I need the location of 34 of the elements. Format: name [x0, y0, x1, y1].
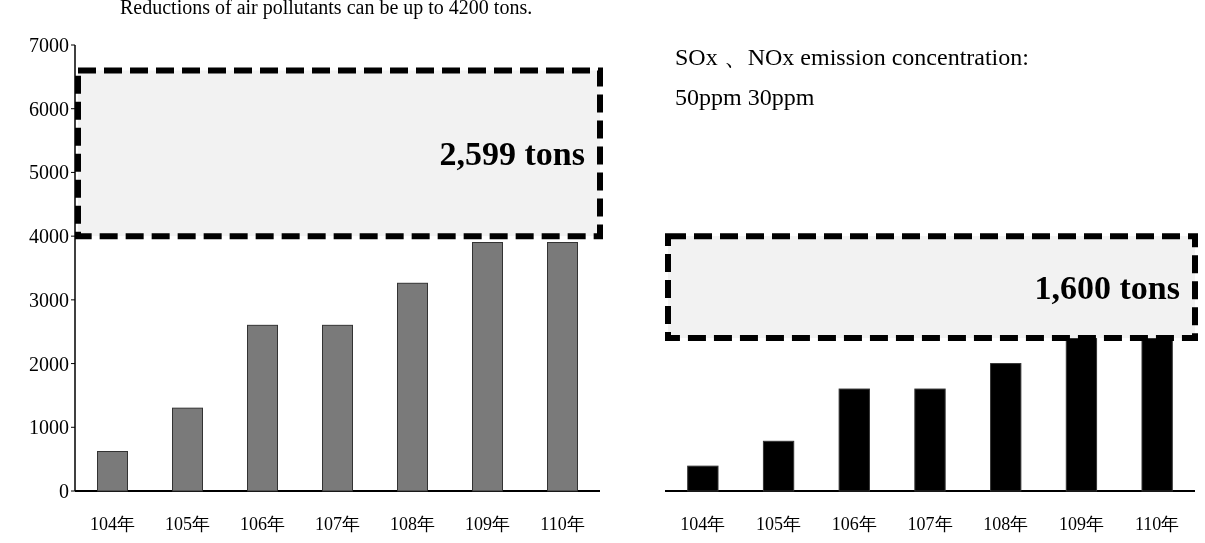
bar	[172, 407, 203, 492]
y-tick-label: 7000	[29, 34, 69, 56]
x-tick-label: 104年	[90, 514, 135, 534]
bar	[397, 282, 428, 492]
x-tick-label: 109年	[1058, 514, 1104, 534]
y-tick-label: 6000	[29, 97, 69, 120]
annotation: 50ppm 30ppm	[675, 84, 815, 110]
bar	[97, 451, 128, 492]
band-label: 1,600 tons	[1034, 269, 1180, 307]
x-tick-label: 106年	[240, 514, 285, 534]
x-tick-label: 105年	[165, 514, 210, 534]
band-label: 2,599 tons	[439, 135, 585, 173]
y-tick-label: 0	[59, 480, 69, 502]
x-tick-label: 107年	[907, 514, 953, 534]
annotation: SOx 、NOx emission concentration:	[675, 44, 1029, 70]
x-tick-label: 107年	[315, 514, 360, 534]
y-tick-label: 5000	[29, 161, 69, 184]
x-tick-label: 106年	[831, 514, 877, 534]
x-tick-label: 105年	[756, 514, 802, 534]
bar	[247, 324, 278, 492]
x-tick-label: 104年	[680, 514, 726, 534]
bar	[547, 242, 578, 492]
y-tick-label: 3000	[29, 288, 69, 311]
x-tick-label: 110年	[1134, 514, 1180, 534]
bar	[472, 242, 503, 492]
y-tick-label: 1000	[29, 416, 69, 439]
x-tick-label: 110年	[540, 514, 585, 534]
x-tick-label: 108年	[390, 514, 435, 534]
x-tick-label: 109年	[465, 514, 510, 534]
y-tick-label: 2000	[29, 352, 69, 375]
x-tick-label: 108年	[983, 514, 1029, 534]
chart-title: Reductions of air pollutants can be up to 4200 tons.	[120, 0, 533, 19]
y-tick-label: 4000	[29, 225, 69, 248]
bar	[322, 324, 353, 492]
